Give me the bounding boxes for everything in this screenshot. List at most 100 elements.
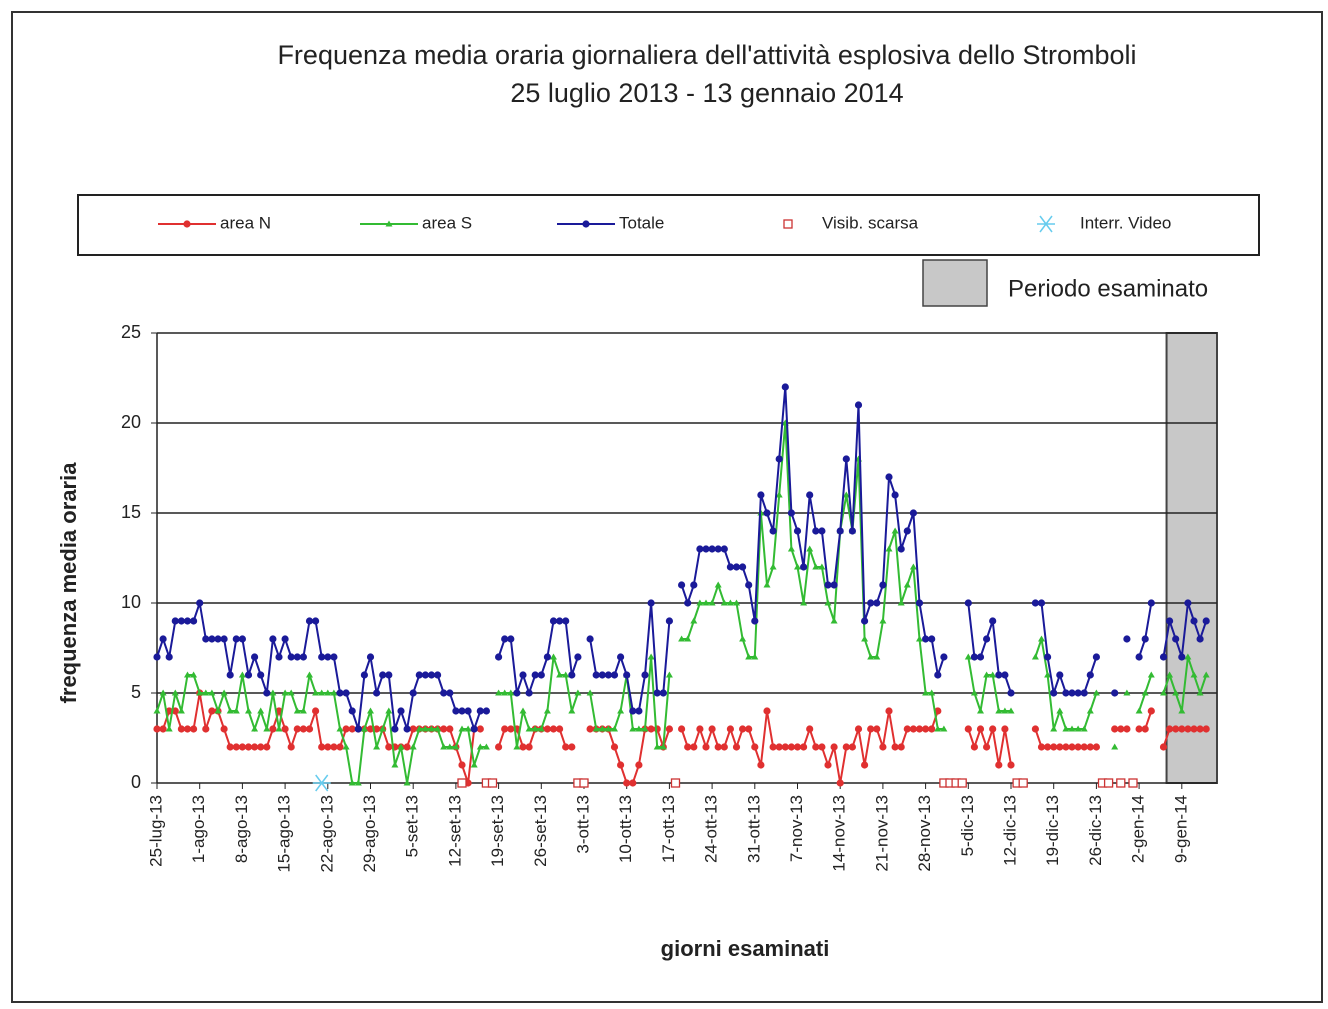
data-point [1074,743,1082,751]
data-point [653,725,661,733]
x-tick-label: 17-ott-13 [659,795,678,863]
data-point [342,725,350,733]
data-point [324,743,332,751]
data-point [848,743,857,751]
legend-marker [385,220,393,227]
data-point [1111,725,1119,733]
data-point [1147,671,1155,678]
data-point [1116,778,1126,788]
data-point [647,599,655,607]
data-point [519,671,527,679]
data-point [458,725,466,732]
data-point [739,563,747,571]
data-point [702,599,710,606]
data-point [1080,725,1088,732]
data-point [775,491,783,498]
y-tick-label: 0 [131,772,141,792]
data-point [385,671,393,679]
data-point [1202,671,1210,678]
data-point [964,725,972,733]
legend-marker [582,220,590,228]
data-point [269,689,277,696]
data-point [1147,707,1155,715]
data-point [806,491,814,499]
data-point [440,689,448,697]
data-point [1031,653,1039,660]
data-point [153,707,161,714]
data-point [367,707,374,714]
data-point [257,743,265,751]
data-point [391,725,399,733]
data-point [995,707,1003,714]
data-point [507,725,515,733]
data-point [684,599,692,607]
data-point [281,635,289,643]
data-point [391,761,399,768]
data-point [507,635,515,643]
x-tick-label: 12-set-13 [445,795,464,867]
data-point [153,653,161,661]
data-point [732,563,741,571]
data-point [1172,635,1180,643]
data-point [964,653,972,660]
data-point [678,581,686,589]
y-tick-label: 10 [121,592,141,612]
data-point [873,599,881,607]
data-point [922,689,930,696]
data-point [989,617,997,625]
data-point [501,689,509,696]
data-point [1111,689,1119,697]
data-point [745,725,753,733]
data-point [1086,743,1094,751]
data-point [915,599,924,607]
x-tick-label: 26-set-13 [531,795,550,867]
x-tick-label: 19-set-13 [488,795,507,867]
data-point [635,725,643,732]
data-point [745,581,753,589]
data-point [1202,617,1210,625]
data-point [842,455,850,463]
data-point [1184,725,1192,733]
data-point [434,671,442,679]
data-point [690,743,698,751]
data-point [579,778,589,788]
data-point [1068,725,1076,732]
x-tick-label: 28-nov-13 [915,795,934,872]
y-tick-label: 25 [121,322,141,342]
data-point [220,689,228,696]
data-point [305,617,314,625]
data-point [1068,689,1076,697]
data-point [232,635,240,643]
data-point [891,491,899,499]
data-point [739,635,747,642]
data-point [806,545,814,552]
data-point [1018,778,1028,788]
data-point [232,743,240,751]
data-point [360,671,368,679]
data-point [983,671,991,678]
data-point [421,725,429,732]
data-point [787,545,795,552]
data-point [238,743,246,751]
data-point [238,671,246,678]
data-point [885,473,893,481]
data-point [793,527,802,535]
data-point [1056,743,1064,751]
data-point [781,383,789,391]
chart-title: Frequenza media oraria giornaliera dell'… [277,40,1136,70]
data-point [458,761,466,769]
data-point [1141,725,1149,733]
series-line [498,656,579,748]
data-point [403,725,411,733]
data-point [1184,653,1192,660]
data-point [800,599,808,606]
data-point [1031,725,1039,733]
data-point [196,689,204,696]
data-point [470,725,478,733]
data-point [684,635,692,642]
data-point [995,761,1003,769]
data-point [928,689,936,696]
data-point [476,743,484,750]
data-point [348,725,356,733]
data-point [714,581,722,588]
